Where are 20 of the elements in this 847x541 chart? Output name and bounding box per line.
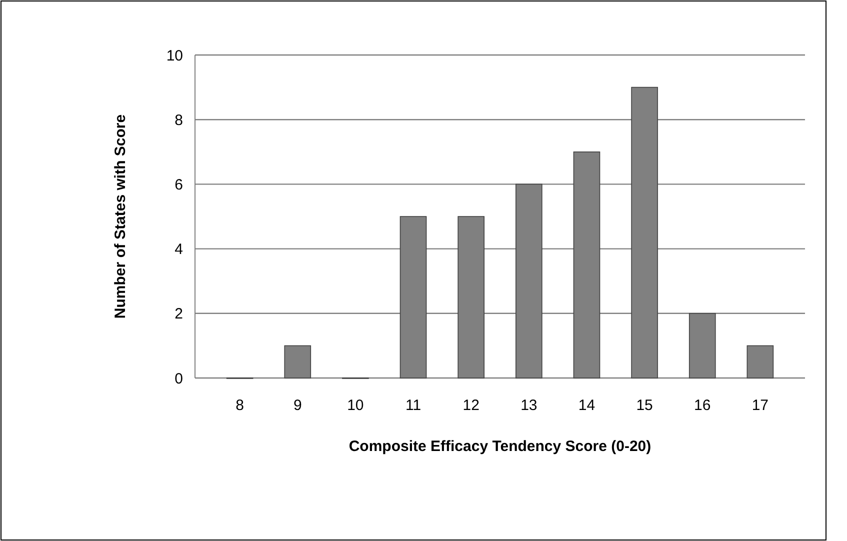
y-tick-label: 0 xyxy=(174,370,183,388)
x-tick-label: 13 xyxy=(520,397,538,414)
x-tick-label: 14 xyxy=(578,397,596,414)
y-tick-label: 6 xyxy=(174,176,183,194)
x-tick-label: 8 xyxy=(236,397,244,414)
x-tick-label: 10 xyxy=(347,397,364,414)
x-tick-label: 9 xyxy=(293,397,302,414)
y-tick-label: 10 xyxy=(166,47,183,64)
x-tick-label: 17 xyxy=(752,397,769,414)
y-axis-title: Number of States with Score xyxy=(112,114,129,319)
x-tick-label: 12 xyxy=(462,397,480,414)
x-tick-label: 16 xyxy=(694,397,711,414)
y-tick-label: 4 xyxy=(174,241,183,258)
x-tick-label: 15 xyxy=(636,397,653,414)
y-tick-label: 2 xyxy=(174,306,183,323)
x-axis-title: Composite Efficacy Tendency Score (0-20) xyxy=(348,438,652,455)
y-tick-label: 8 xyxy=(174,112,183,129)
bar xyxy=(746,345,774,378)
bar xyxy=(284,345,312,378)
x-tick-label: 11 xyxy=(405,397,422,414)
